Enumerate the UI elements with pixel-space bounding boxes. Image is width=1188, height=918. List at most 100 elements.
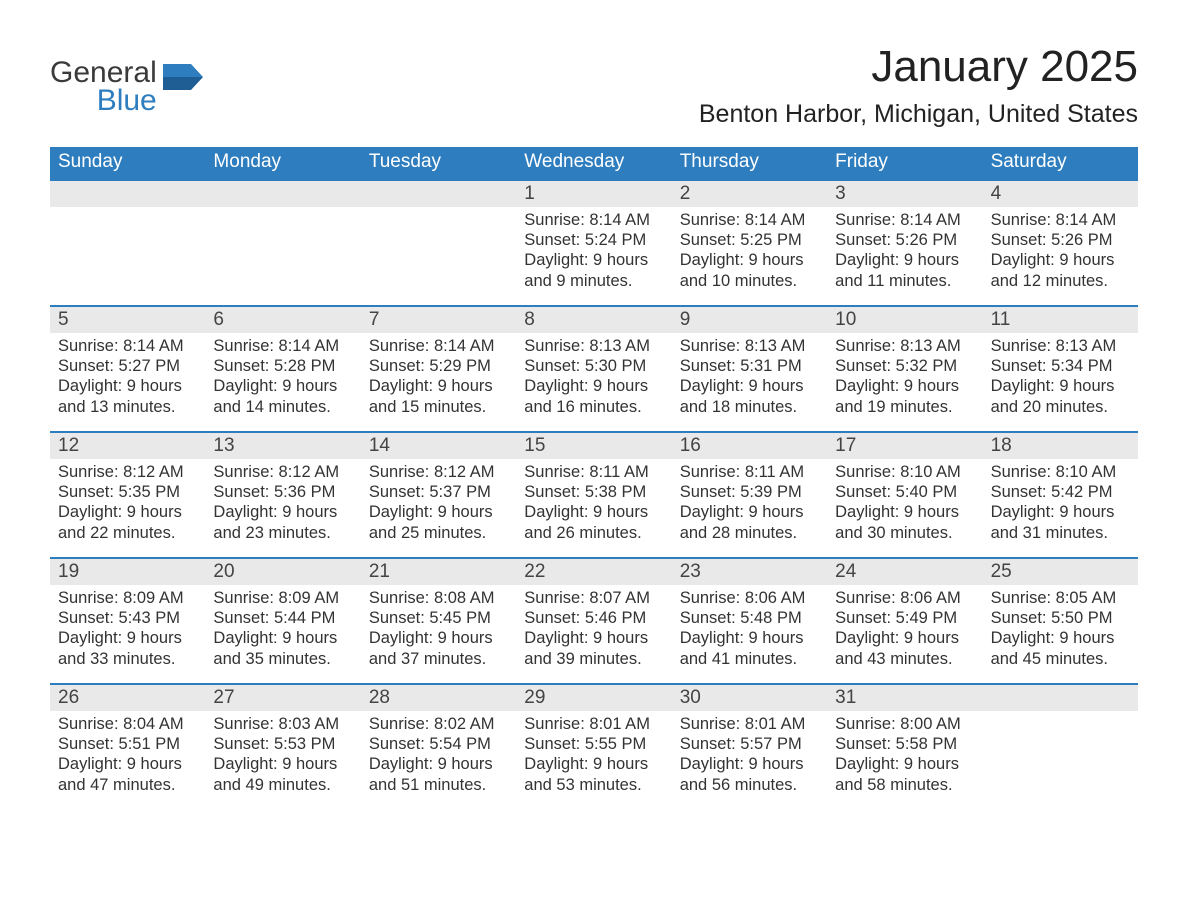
day-sunrise: Sunrise: 8:12 AM (369, 462, 508, 482)
day-number: 10 (827, 307, 982, 333)
day-body: Sunrise: 8:14 AMSunset: 5:24 PMDaylight:… (516, 207, 671, 291)
day-sunset: Sunset: 5:53 PM (213, 734, 352, 754)
day-sunrise: Sunrise: 8:01 AM (524, 714, 663, 734)
logo-word2: Blue (50, 86, 157, 116)
day-dl2: and 12 minutes. (991, 271, 1130, 291)
day-cell: 27Sunrise: 8:03 AMSunset: 5:53 PMDayligh… (205, 685, 360, 795)
day-sunrise: Sunrise: 8:09 AM (58, 588, 197, 608)
day-cell (983, 685, 1138, 795)
weekday-cell: Thursday (672, 147, 827, 179)
day-number: 28 (361, 685, 516, 711)
day-dl1: Daylight: 9 hours (835, 502, 974, 522)
day-body: Sunrise: 8:14 AMSunset: 5:25 PMDaylight:… (672, 207, 827, 291)
day-sunrise: Sunrise: 8:06 AM (680, 588, 819, 608)
day-body: Sunrise: 8:12 AMSunset: 5:35 PMDaylight:… (50, 459, 205, 543)
day-dl2: and 26 minutes. (524, 523, 663, 543)
day-sunrise: Sunrise: 8:05 AM (991, 588, 1130, 608)
day-sunset: Sunset: 5:46 PM (524, 608, 663, 628)
day-body: Sunrise: 8:10 AMSunset: 5:40 PMDaylight:… (827, 459, 982, 543)
day-number: 25 (983, 559, 1138, 585)
day-dl2: and 47 minutes. (58, 775, 197, 795)
day-number: 7 (361, 307, 516, 333)
day-cell: 24Sunrise: 8:06 AMSunset: 5:49 PMDayligh… (827, 559, 982, 669)
day-cell: 22Sunrise: 8:07 AMSunset: 5:46 PMDayligh… (516, 559, 671, 669)
day-sunset: Sunset: 5:39 PM (680, 482, 819, 502)
day-sunset: Sunset: 5:30 PM (524, 356, 663, 376)
day-dl1: Daylight: 9 hours (213, 502, 352, 522)
day-sunset: Sunset: 5:28 PM (213, 356, 352, 376)
day-sunset: Sunset: 5:40 PM (835, 482, 974, 502)
empty-day-bar (361, 181, 516, 207)
day-sunset: Sunset: 5:45 PM (369, 608, 508, 628)
day-number: 17 (827, 433, 982, 459)
day-sunset: Sunset: 5:26 PM (835, 230, 974, 250)
day-sunset: Sunset: 5:38 PM (524, 482, 663, 502)
day-cell: 6Sunrise: 8:14 AMSunset: 5:28 PMDaylight… (205, 307, 360, 417)
day-sunrise: Sunrise: 8:14 AM (524, 210, 663, 230)
day-cell: 20Sunrise: 8:09 AMSunset: 5:44 PMDayligh… (205, 559, 360, 669)
day-body-empty (983, 711, 1138, 795)
day-number: 31 (827, 685, 982, 711)
day-dl1: Daylight: 9 hours (213, 754, 352, 774)
page-subtitle: Benton Harbor, Michigan, United States (699, 100, 1138, 129)
day-number: 24 (827, 559, 982, 585)
day-dl2: and 35 minutes. (213, 649, 352, 669)
day-dl1: Daylight: 9 hours (58, 628, 197, 648)
day-body: Sunrise: 8:11 AMSunset: 5:39 PMDaylight:… (672, 459, 827, 543)
calendar-page: General Blue January 2025 Benton Harbor,… (0, 0, 1188, 918)
day-cell: 10Sunrise: 8:13 AMSunset: 5:32 PMDayligh… (827, 307, 982, 417)
day-sunset: Sunset: 5:34 PM (991, 356, 1130, 376)
day-sunrise: Sunrise: 8:14 AM (680, 210, 819, 230)
day-dl1: Daylight: 9 hours (369, 376, 508, 396)
day-body: Sunrise: 8:14 AMSunset: 5:27 PMDaylight:… (50, 333, 205, 417)
day-dl2: and 19 minutes. (835, 397, 974, 417)
day-cell: 7Sunrise: 8:14 AMSunset: 5:29 PMDaylight… (361, 307, 516, 417)
day-body: Sunrise: 8:05 AMSunset: 5:50 PMDaylight:… (983, 585, 1138, 669)
day-dl2: and 51 minutes. (369, 775, 508, 795)
day-cell: 4Sunrise: 8:14 AMSunset: 5:26 PMDaylight… (983, 181, 1138, 291)
week-row: 19Sunrise: 8:09 AMSunset: 5:43 PMDayligh… (50, 557, 1138, 669)
day-number: 16 (672, 433, 827, 459)
day-number: 30 (672, 685, 827, 711)
day-number: 20 (205, 559, 360, 585)
day-sunrise: Sunrise: 8:12 AM (58, 462, 197, 482)
empty-day-bar (50, 181, 205, 207)
day-dl1: Daylight: 9 hours (835, 376, 974, 396)
day-dl2: and 33 minutes. (58, 649, 197, 669)
day-cell: 2Sunrise: 8:14 AMSunset: 5:25 PMDaylight… (672, 181, 827, 291)
day-body: Sunrise: 8:14 AMSunset: 5:29 PMDaylight:… (361, 333, 516, 417)
day-dl2: and 22 minutes. (58, 523, 197, 543)
day-dl1: Daylight: 9 hours (680, 502, 819, 522)
day-number: 19 (50, 559, 205, 585)
day-cell: 15Sunrise: 8:11 AMSunset: 5:38 PMDayligh… (516, 433, 671, 543)
weekday-cell: Wednesday (516, 147, 671, 179)
day-body: Sunrise: 8:00 AMSunset: 5:58 PMDaylight:… (827, 711, 982, 795)
day-dl1: Daylight: 9 hours (991, 376, 1130, 396)
day-cell: 16Sunrise: 8:11 AMSunset: 5:39 PMDayligh… (672, 433, 827, 543)
day-sunset: Sunset: 5:51 PM (58, 734, 197, 754)
day-dl1: Daylight: 9 hours (835, 250, 974, 270)
day-sunrise: Sunrise: 8:13 AM (991, 336, 1130, 356)
day-number: 23 (672, 559, 827, 585)
day-sunset: Sunset: 5:50 PM (991, 608, 1130, 628)
day-cell: 9Sunrise: 8:13 AMSunset: 5:31 PMDaylight… (672, 307, 827, 417)
day-sunset: Sunset: 5:27 PM (58, 356, 197, 376)
day-dl2: and 23 minutes. (213, 523, 352, 543)
day-number: 2 (672, 181, 827, 207)
day-sunrise: Sunrise: 8:11 AM (524, 462, 663, 482)
day-dl1: Daylight: 9 hours (58, 754, 197, 774)
day-number: 12 (50, 433, 205, 459)
day-dl2: and 11 minutes. (835, 271, 974, 291)
day-body: Sunrise: 8:13 AMSunset: 5:32 PMDaylight:… (827, 333, 982, 417)
day-dl1: Daylight: 9 hours (680, 754, 819, 774)
day-cell: 3Sunrise: 8:14 AMSunset: 5:26 PMDaylight… (827, 181, 982, 291)
day-number: 6 (205, 307, 360, 333)
day-sunset: Sunset: 5:36 PM (213, 482, 352, 502)
day-dl1: Daylight: 9 hours (524, 502, 663, 522)
day-cell: 30Sunrise: 8:01 AMSunset: 5:57 PMDayligh… (672, 685, 827, 795)
day-sunset: Sunset: 5:26 PM (991, 230, 1130, 250)
day-number: 9 (672, 307, 827, 333)
day-number: 22 (516, 559, 671, 585)
weekday-cell: Friday (827, 147, 982, 179)
day-dl1: Daylight: 9 hours (524, 250, 663, 270)
